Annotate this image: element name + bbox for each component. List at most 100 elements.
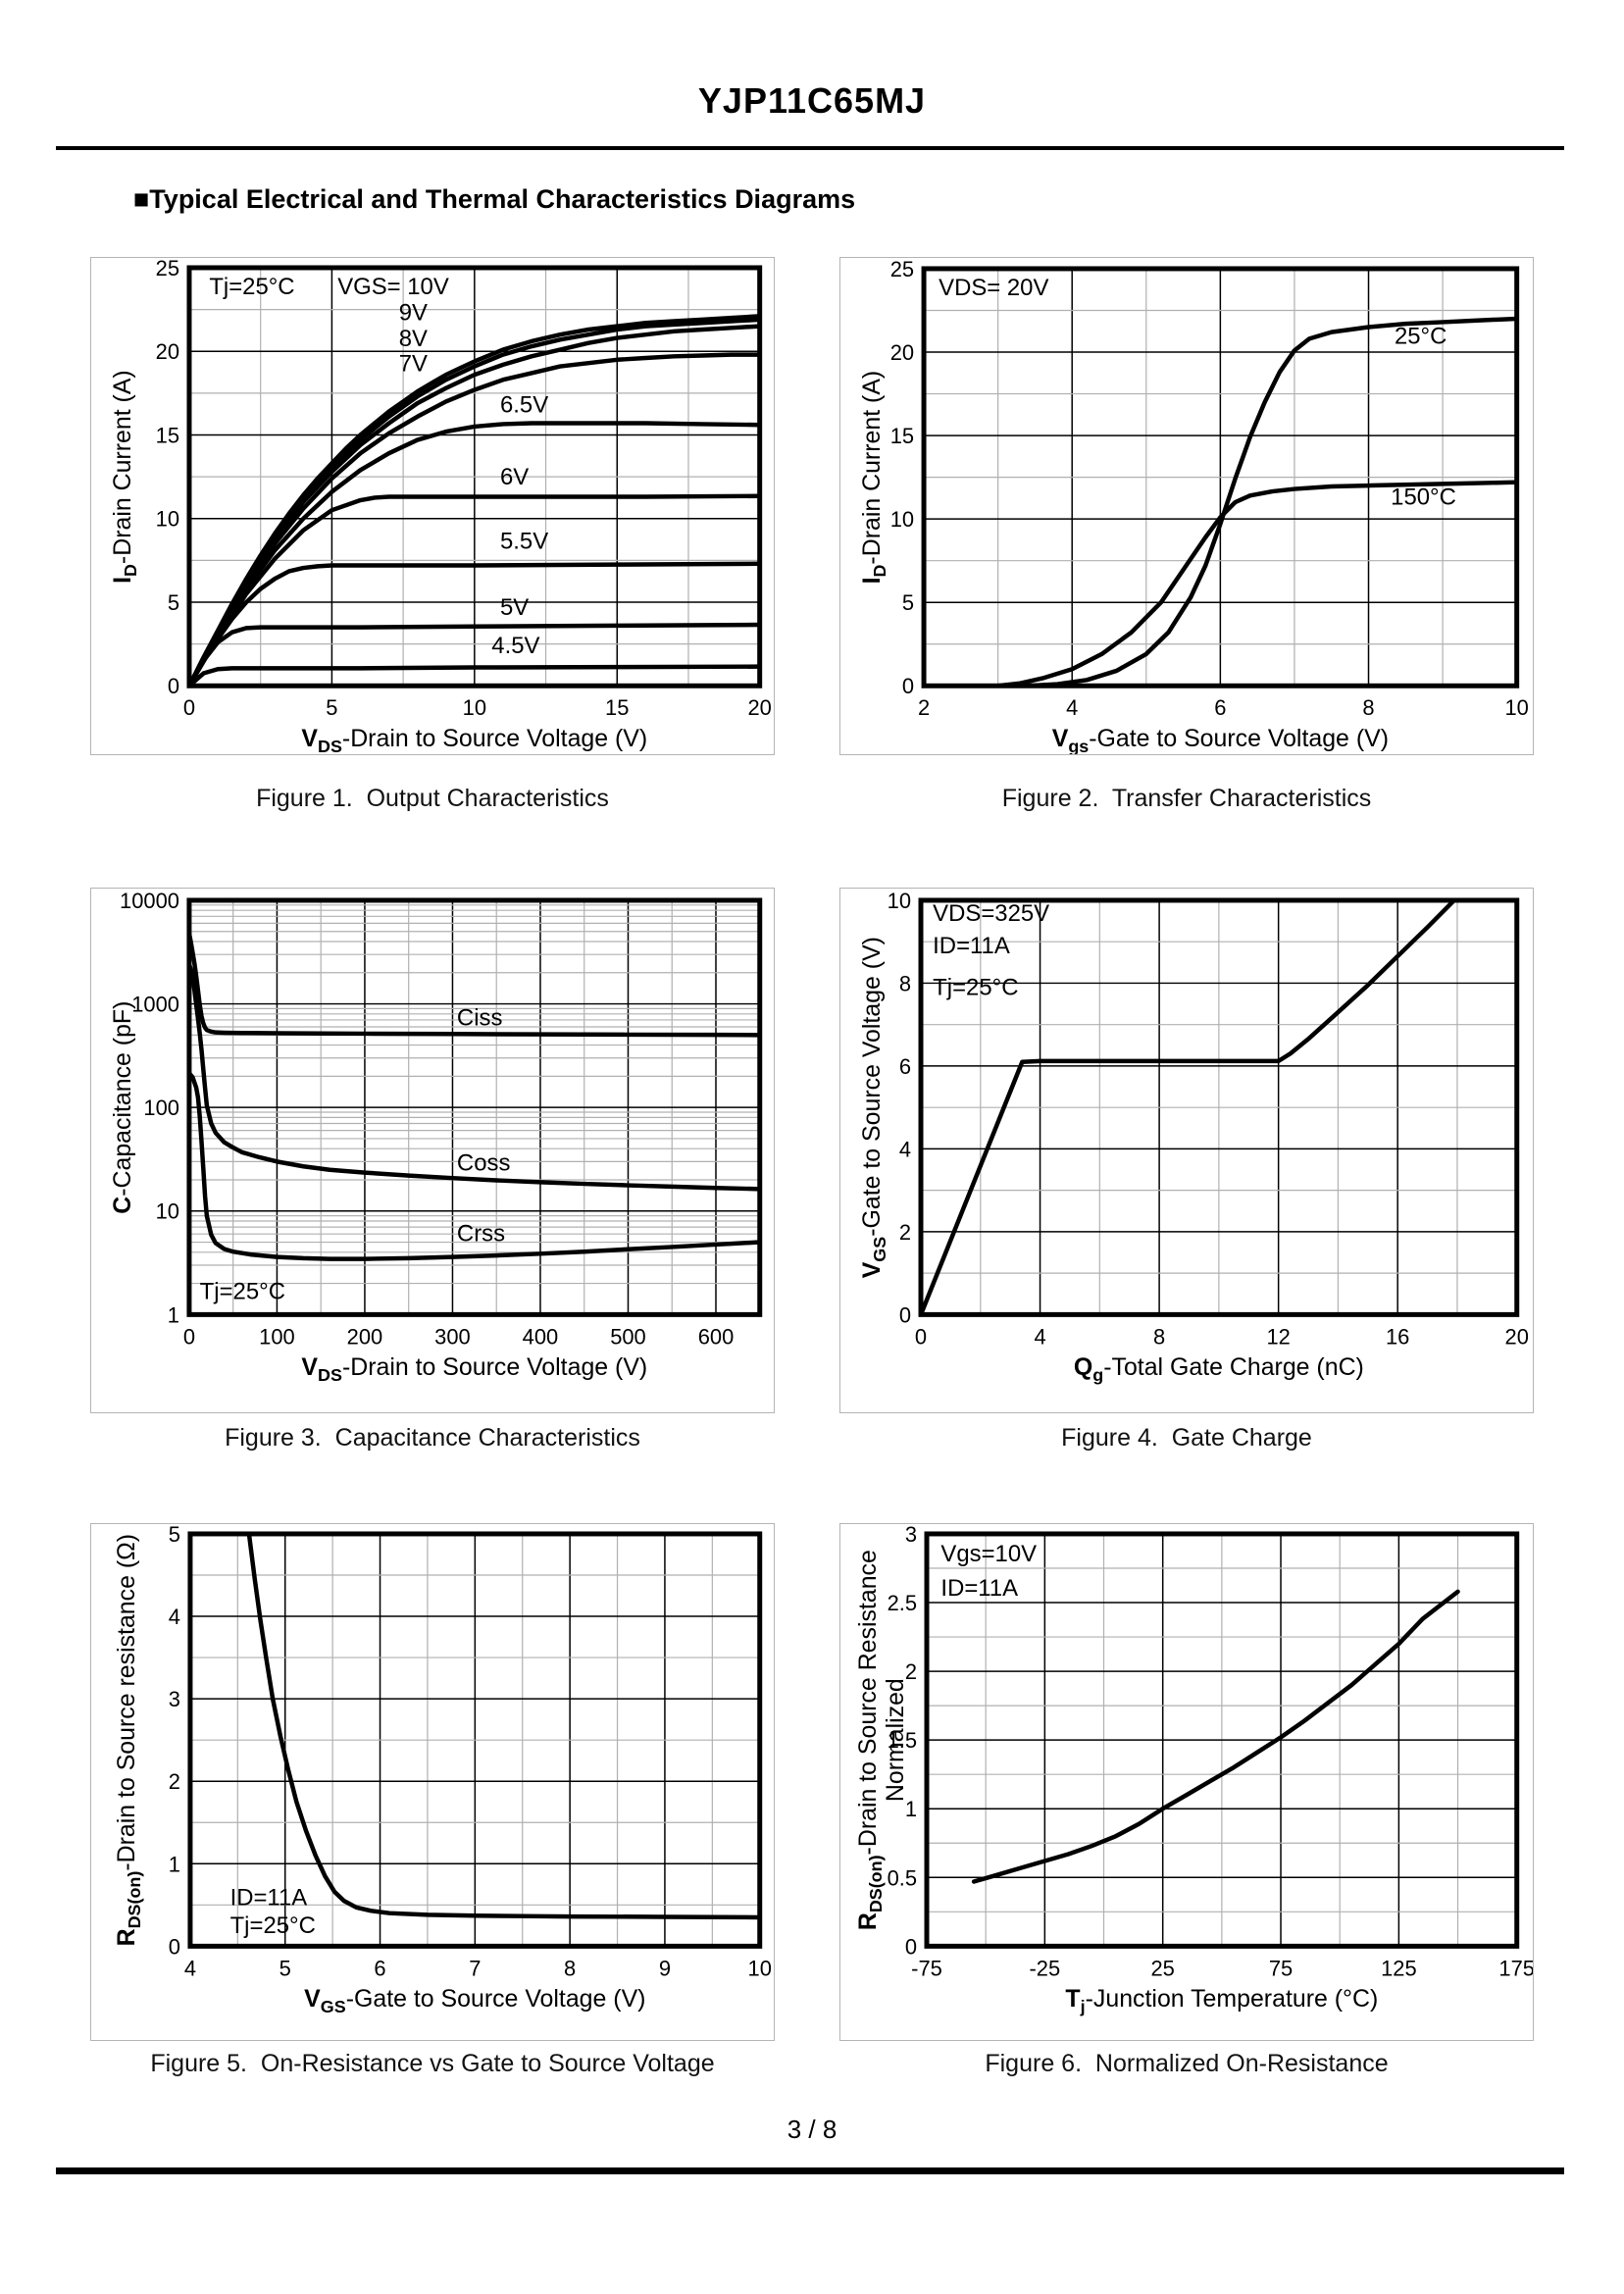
svg-text:9: 9 bbox=[659, 1956, 671, 1980]
figure-6-normalized-on-resistance-chart: -75 -25 25 75 125 175 0 0.5 1 1.5 2 2.5 3 Tj-Junction… bbox=[854, 1524, 1533, 2016]
svg-text:175: 175 bbox=[1498, 1956, 1533, 1980]
svg-text:0: 0 bbox=[183, 1324, 195, 1349]
svg-text:5.5V: 5.5V bbox=[500, 528, 548, 554]
svg-text:15: 15 bbox=[156, 423, 179, 447]
svg-text:10000: 10000 bbox=[120, 889, 179, 913]
svg-text:6V: 6V bbox=[500, 464, 529, 490]
svg-text:500: 500 bbox=[610, 1324, 646, 1349]
svg-text:1: 1 bbox=[905, 1797, 917, 1821]
figure-4-box: 0 4 8 12 16 20 0 2 4 6 8 10 Qg-Total Gate Charge (nC… bbox=[839, 888, 1534, 1413]
svg-text:25: 25 bbox=[890, 258, 914, 281]
svg-text:16: 16 bbox=[1386, 1324, 1409, 1349]
svg-text:C-Capacitance (pF): C-Capacitance (pF) bbox=[109, 1001, 136, 1214]
figure-1-output-characteristics-chart: 0 5 10 15 20 0 5 10 15 20 25 VDS-Drain to Source Vo… bbox=[109, 258, 772, 754]
svg-text:ID-Drain Current (A): ID-Drain Current (A) bbox=[109, 370, 140, 584]
svg-text:10: 10 bbox=[888, 889, 911, 913]
svg-text:VDS-Drain to Source Voltage (V: VDS-Drain to Source Voltage (V) bbox=[301, 1353, 647, 1385]
svg-text:20: 20 bbox=[890, 340, 914, 365]
svg-text:RDS(on)-Drain to Source resist: RDS(on)-Drain to Source resistance (Ω) bbox=[113, 1534, 144, 1946]
svg-text:25: 25 bbox=[156, 258, 179, 280]
figure-5-caption: Figure 5. On-Resistance vs Gate to Sourc… bbox=[150, 2050, 715, 2077]
svg-text:3: 3 bbox=[905, 1524, 917, 1547]
svg-text:4: 4 bbox=[1034, 1324, 1045, 1349]
svg-text:Qg-Total Gate Charge (nC): Qg-Total Gate Charge (nC) bbox=[1074, 1353, 1364, 1385]
svg-text:Tj=25°C: Tj=25°C bbox=[230, 1912, 316, 1939]
svg-text:4.5V: 4.5V bbox=[491, 633, 539, 659]
figure-3-caption: Figure 3. Capacitance Characteristics bbox=[225, 1424, 640, 1452]
svg-text:8: 8 bbox=[1362, 695, 1374, 720]
svg-text:6.5V: 6.5V bbox=[500, 391, 548, 418]
svg-text:7: 7 bbox=[469, 1956, 481, 1980]
svg-text:400: 400 bbox=[523, 1324, 559, 1349]
footer-rule bbox=[56, 2167, 1564, 2174]
svg-text:VGS-Gate to Source Voltage (V): VGS-Gate to Source Voltage (V) bbox=[858, 937, 889, 1278]
svg-text:2: 2 bbox=[918, 695, 930, 720]
svg-text:0: 0 bbox=[168, 674, 179, 698]
svg-text:2: 2 bbox=[899, 1220, 911, 1245]
svg-text:4: 4 bbox=[899, 1137, 911, 1161]
svg-text:VDS= 20V: VDS= 20V bbox=[939, 275, 1048, 301]
figure-6-box: -75 -25 25 75 125 175 0 0.5 1 1.5 2 2.5 3 Tj-Junction… bbox=[839, 1523, 1534, 2041]
svg-text:Tj=25°C: Tj=25°C bbox=[200, 1278, 285, 1304]
svg-text:Vgs=10V: Vgs=10V bbox=[940, 1541, 1037, 1567]
svg-text:Tj=25°C: Tj=25°C bbox=[209, 274, 294, 300]
svg-text:8V: 8V bbox=[399, 326, 428, 352]
svg-text:VGS-Gate to Source Voltage (V): VGS-Gate to Source Voltage (V) bbox=[304, 1985, 645, 2016]
svg-text:8: 8 bbox=[899, 971, 911, 995]
svg-text:0: 0 bbox=[183, 695, 195, 720]
svg-text:7V: 7V bbox=[399, 351, 428, 378]
svg-text:Tj-Junction Temperature (°C): Tj-Junction Temperature (°C) bbox=[1065, 1985, 1378, 2016]
svg-text:300: 300 bbox=[434, 1324, 471, 1349]
svg-text:12: 12 bbox=[1266, 1324, 1290, 1349]
svg-text:-25: -25 bbox=[1030, 1956, 1061, 1980]
svg-text:1000: 1000 bbox=[131, 993, 179, 1017]
svg-text:4: 4 bbox=[169, 1605, 180, 1629]
figure-5-on-resistance-chart: 4 5 6 7 8 9 10 0 1 2 3 4 5 VGS-Gate to Source Voltage… bbox=[113, 1524, 772, 2016]
svg-text:10: 10 bbox=[156, 1199, 179, 1224]
svg-text:125: 125 bbox=[1381, 1956, 1417, 1980]
svg-text:0: 0 bbox=[169, 1934, 180, 1959]
svg-text:200: 200 bbox=[347, 1324, 383, 1349]
svg-text:9V: 9V bbox=[399, 300, 428, 327]
svg-text:2: 2 bbox=[905, 1659, 917, 1684]
svg-text:5: 5 bbox=[902, 590, 914, 615]
figure-4-gate-charge-chart: 0 4 8 12 16 20 0 2 4 6 8 10 Qg-Total Gate Charge (nC… bbox=[858, 889, 1529, 1385]
page-title: YJP11C65MJ bbox=[697, 80, 927, 121]
svg-text:5: 5 bbox=[326, 695, 337, 720]
svg-text:150°C: 150°C bbox=[1391, 484, 1456, 511]
svg-text:4: 4 bbox=[1066, 695, 1078, 720]
section-header: ■Typical Electrical and Thermal Characte… bbox=[133, 184, 856, 214]
figure-6-caption: Figure 6. Normalized On-Resistance bbox=[985, 2050, 1389, 2077]
svg-text:25°C: 25°C bbox=[1395, 324, 1446, 350]
svg-text:5: 5 bbox=[169, 1524, 180, 1547]
page-number: 3 / 8 bbox=[787, 2115, 837, 2144]
svg-text:20: 20 bbox=[1505, 1324, 1529, 1349]
svg-text:15: 15 bbox=[605, 695, 629, 720]
figure-3-box: 0 100 200 300 400 500 600 1 10 100 1000 10000 VDS-Dr… bbox=[90, 888, 775, 1413]
svg-text:600: 600 bbox=[698, 1324, 735, 1349]
svg-text:10: 10 bbox=[156, 507, 179, 532]
svg-text:1.5: 1.5 bbox=[888, 1728, 917, 1753]
figure-1-box: 0 5 10 15 20 0 5 10 15 20 25 VDS-Drain to Source Vo… bbox=[90, 257, 775, 755]
svg-text:10: 10 bbox=[463, 695, 486, 720]
figure-5-box: 4 5 6 7 8 9 10 0 1 2 3 4 5 VGS-Gate to Source Voltage… bbox=[90, 1523, 775, 2041]
figure-4-caption: Figure 4. Gate Charge bbox=[1061, 1424, 1312, 1452]
svg-text:100: 100 bbox=[259, 1324, 295, 1349]
svg-text:75: 75 bbox=[1269, 1956, 1293, 1980]
figure-2-caption: Figure 2. Transfer Characteristics bbox=[1001, 785, 1372, 812]
svg-text:2: 2 bbox=[169, 1769, 180, 1794]
svg-text:2.5: 2.5 bbox=[888, 1591, 917, 1615]
svg-text:ID-Drain Current (A): ID-Drain Current (A) bbox=[858, 371, 889, 585]
svg-text:8: 8 bbox=[564, 1956, 576, 1980]
figure-1-caption: Figure 1. Output Characteristics bbox=[256, 785, 609, 812]
svg-text:6: 6 bbox=[1214, 695, 1226, 720]
svg-text:8: 8 bbox=[1153, 1324, 1165, 1349]
svg-text:4: 4 bbox=[184, 1956, 196, 1980]
svg-text:Normalized: Normalized bbox=[882, 1678, 909, 1802]
svg-text:RDS(on)-Drain to Source Resist: RDS(on)-Drain to Source Resistance bbox=[854, 1550, 886, 1930]
svg-text:3: 3 bbox=[169, 1687, 180, 1711]
svg-text:5V: 5V bbox=[500, 594, 529, 621]
svg-text:15: 15 bbox=[890, 424, 914, 448]
svg-text:6: 6 bbox=[899, 1054, 911, 1079]
